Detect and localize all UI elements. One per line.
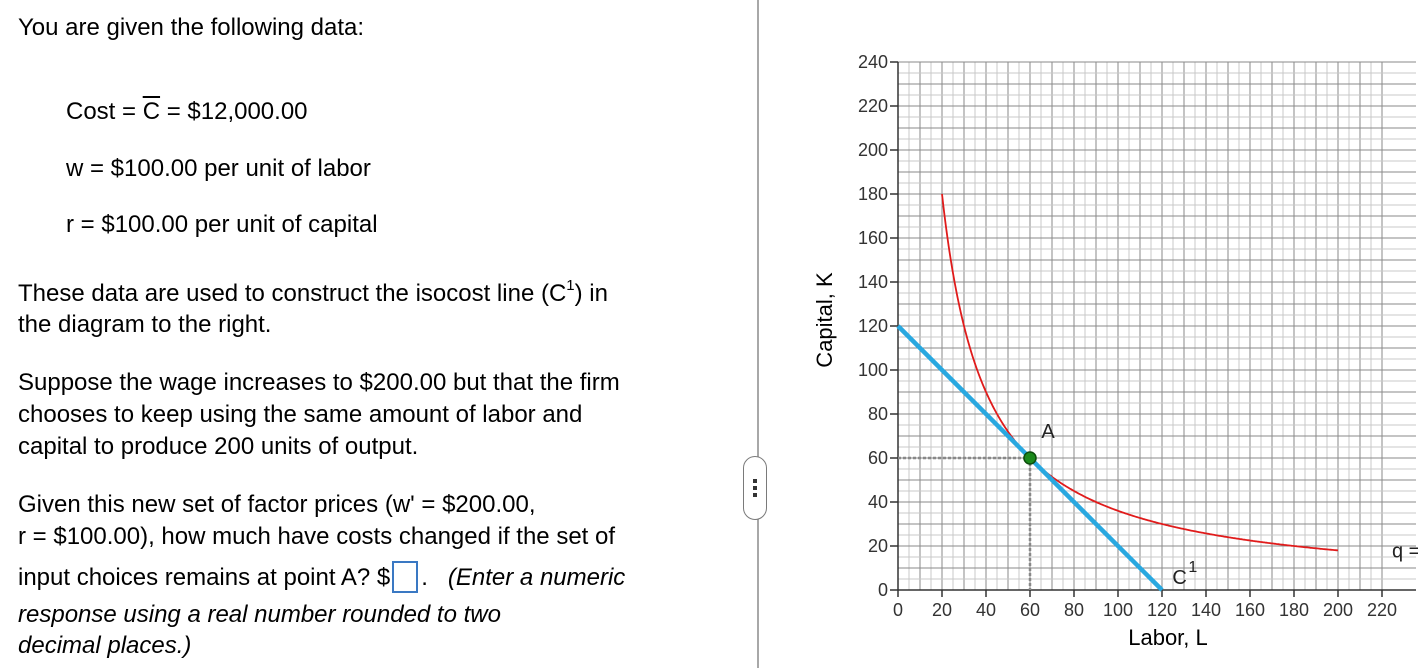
point-a-label: A [1041,421,1055,443]
paragraph-1-line-2: the diagram to the right. [18,311,272,338]
handle-dot-icon [753,486,757,490]
x-tick-label: 60 [1020,600,1040,620]
para3-question: input choices remains at point A? $ [18,564,391,591]
y-tick-label: 0 [878,580,888,600]
x-axis-label: Labor, L [1128,625,1208,650]
x-tick-label: 220 [1367,600,1397,620]
cost-line: Cost = C = $12,000.00 [66,97,308,127]
y-tick-label: 200 [858,140,888,160]
answer-input[interactable] [392,561,419,593]
paragraph-3-line-3: input choices remains at point A? $. (Ent… [18,561,625,593]
paragraph-2-line-1: Suppose the wage increases to $200.00 bu… [18,369,620,396]
x-tick-label: 100 [1103,600,1133,620]
x-tick-label: 160 [1235,600,1265,620]
cost-value: = $12,000.00 [160,98,308,125]
y-tick-label: 20 [868,536,888,556]
y-axis-label: Capital, K [812,272,837,368]
para1-text-b: ) in [574,280,608,307]
y-tick-label: 80 [868,404,888,424]
x-tick-label: 180 [1279,600,1309,620]
handle-dot-icon [753,493,757,497]
question-pane: You are given the following data: Cost =… [18,14,625,659]
isocost-label: C [1172,567,1186,589]
paragraph-2-line-2: chooses to keep using the same amount of… [18,401,583,428]
x-tick-label: 200 [1323,600,1353,620]
y-tick-label: 180 [858,184,888,204]
handle-dot-icon [753,479,757,483]
y-tick-label: 100 [858,360,888,380]
intro-text: You are given the following data: [18,14,365,41]
paragraph-3-line-1: Given this new set of factor prices (w' … [18,491,536,518]
x-tick-label: 0 [893,600,903,620]
cost-symbol: C [142,98,161,125]
chart-grid [897,61,1416,591]
x-tick-label: 140 [1191,600,1221,620]
pane-resize-handle[interactable] [743,456,767,520]
x-tick-label: 40 [976,600,996,620]
para3-period: . [421,564,428,591]
y-tick-label: 60 [868,448,888,468]
paragraph-3-line-4: response using a real number rounded to … [18,601,501,628]
x-tick-label: 20 [932,600,952,620]
point-a-marker [1023,451,1037,465]
wage-line: w = $100.00 per unit of labor [66,155,371,182]
isoquant-curve [941,193,1339,552]
rent-line: r = $100.00 per unit of capital [66,211,378,238]
paragraph-3-line-5: decimal places.) [18,632,192,659]
y-tick-label: 160 [858,228,888,248]
y-tick-label: 140 [858,272,888,292]
chart-marks: A C1 q = 200 [896,193,1422,592]
y-tick-label: 40 [868,492,888,512]
para3-instruction: (Enter a numeric [447,564,626,591]
x-tick-label: 120 [1147,600,1177,620]
pane-divider [757,0,759,668]
x-tick-label: 80 [1064,600,1084,620]
paragraph-2-line-3: capital to produce 200 units of output. [18,433,419,460]
paragraph-1-line-1: These data are used to construct the iso… [18,277,608,312]
y-tick-label: 220 [858,96,888,116]
para1-text-a: These data are used to construct the iso… [18,280,567,307]
cost-prefix: Cost = [66,98,143,125]
para1-superscript: 1 [566,277,575,294]
y-tick-label: 120 [858,316,888,336]
isoquant-label: q = 200 [1392,540,1422,562]
y-tick-label: 240 [858,52,888,72]
isocost-label-superscript: 1 [1188,559,1197,576]
paragraph-3-line-2: r = $100.00), how much have costs change… [18,523,616,550]
